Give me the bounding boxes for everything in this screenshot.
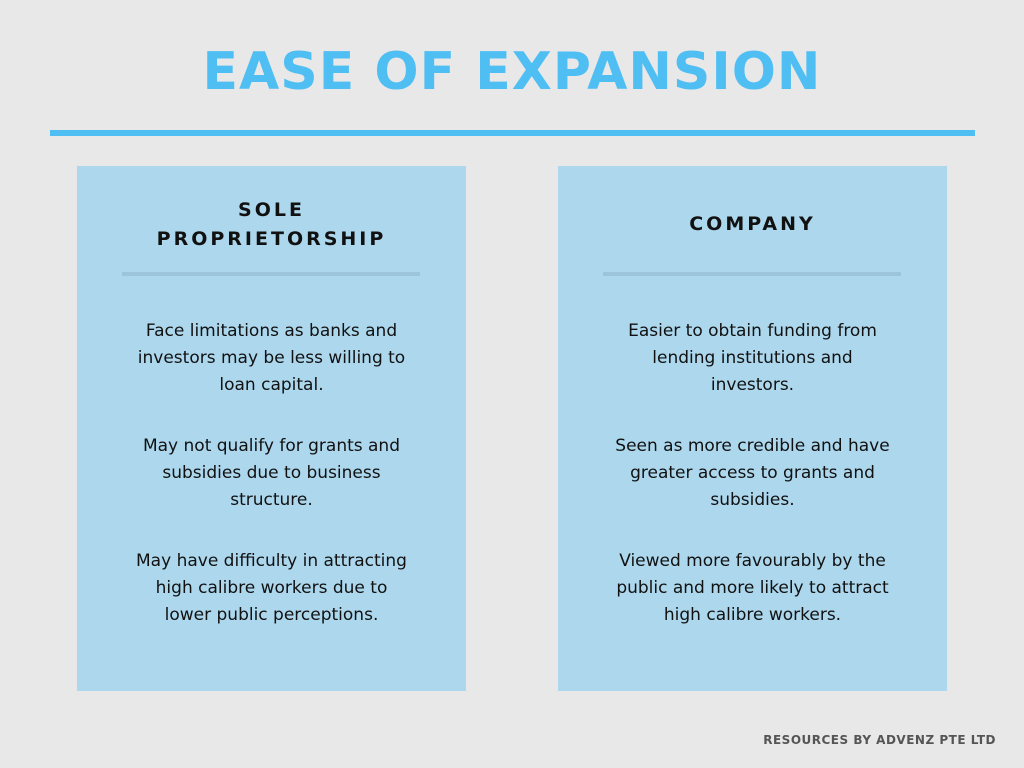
card-point: May have difficulty in attracting high c… <box>136 551 407 625</box>
title-divider <box>50 130 975 136</box>
card-divider <box>603 272 901 276</box>
footer-credit: RESOURCES BY ADVENZ PTE LTD <box>763 733 996 747</box>
sole-proprietorship-card: SOLE PROPRIETORSHIP Face limitations as … <box>77 166 466 691</box>
company-card: COMPANY Easier to obtain funding from le… <box>558 166 947 691</box>
card-divider <box>122 272 420 276</box>
card-points: Easier to obtain funding from lending in… <box>558 318 947 663</box>
card-point: Easier to obtain funding from lending in… <box>628 321 877 395</box>
card-heading-company: COMPANY <box>689 213 816 235</box>
card-point: Viewed more favourably by the public and… <box>616 551 889 625</box>
card-point: May not qualify for grants and subsidies… <box>142 436 401 510</box>
card-point: Seen as more credible and have greater a… <box>615 436 890 510</box>
card-points: Face limitations as banks and investors … <box>77 318 466 663</box>
page-title: EASE OF EXPANSION <box>202 42 822 102</box>
card-point: Face limitations as banks and investors … <box>137 321 406 395</box>
card-heading-sole-proprietorship: SOLE PROPRIETORSHIP <box>156 199 387 250</box>
